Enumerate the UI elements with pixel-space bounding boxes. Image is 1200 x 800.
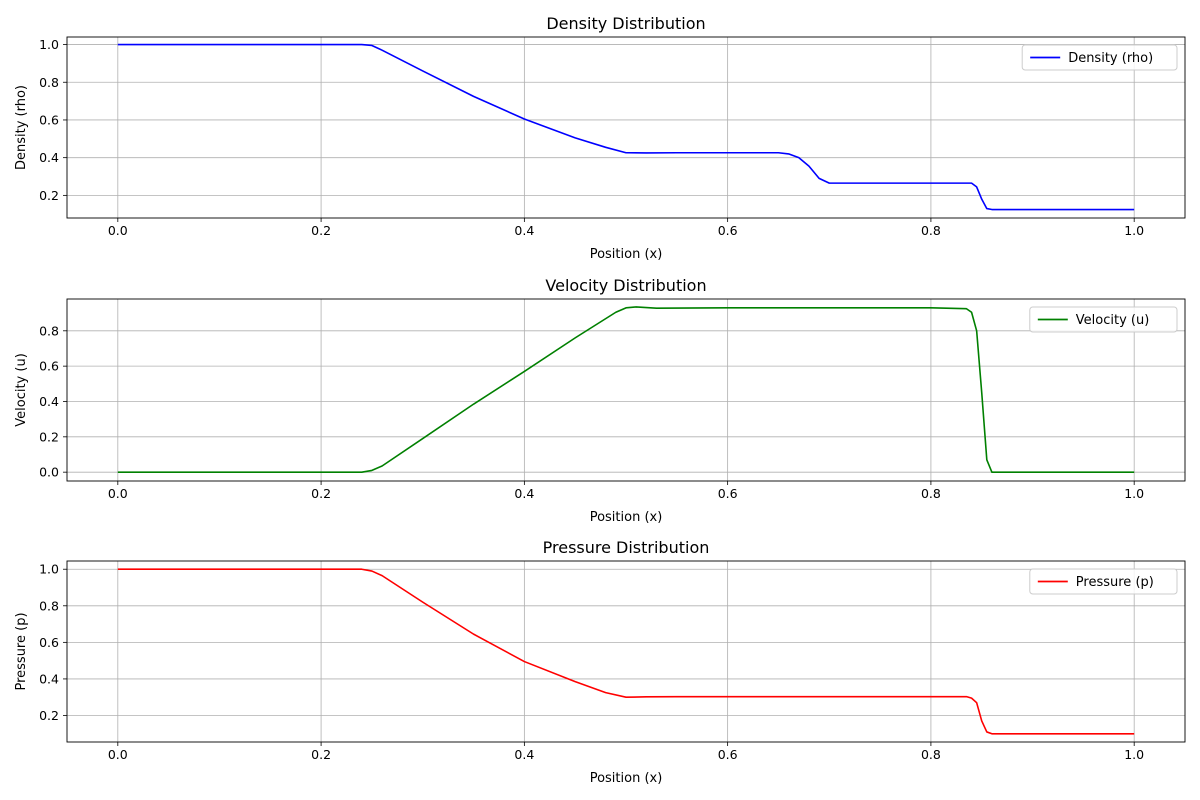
x-tick-label: 0.2	[311, 747, 331, 762]
y-tick-label: 0.2	[39, 708, 59, 723]
x-tick-label: 0.2	[311, 223, 331, 238]
y-tick-label: 0.4	[39, 150, 59, 165]
y-tick-label: 0.4	[39, 671, 59, 686]
x-axis-label: Position (x)	[590, 771, 663, 786]
y-tick-label: 0.2	[39, 188, 59, 203]
legend: Density (rho)	[1021, 44, 1178, 71]
axes-frame	[66, 298, 1186, 482]
y-tick-label: 0.8	[39, 598, 59, 613]
legend-box	[1021, 44, 1178, 71]
legend: Pressure (p)	[1029, 568, 1178, 595]
legend-label: Density (rho)	[1068, 51, 1153, 66]
axes-frame	[66, 560, 1186, 743]
x-axis-label: Position (x)	[590, 247, 663, 262]
x-tick-label: 0.8	[921, 486, 941, 501]
legend: Velocity (u)	[1029, 306, 1178, 333]
chart-title: Velocity Distribution	[545, 276, 706, 295]
subplot-3: 0.0 0.2 0.4 0.6 0.8 1.0 0.2 0.4 0.6 0.8 1.0 Pressur…	[14, 538, 1186, 786]
y-tick-label: 0.4	[39, 394, 59, 409]
x-tick-label: 0.8	[921, 223, 941, 238]
y-axis-label: Velocity (u)	[14, 353, 29, 427]
x-tick-label: 0.0	[108, 747, 128, 762]
chart-title: Density Distribution	[546, 14, 705, 33]
legend-label: Velocity (u)	[1076, 313, 1150, 328]
y-axis-label: Density (rho)	[14, 85, 29, 170]
y-tick-label: 0.6	[39, 112, 59, 127]
x-axis-label: Position (x)	[590, 510, 663, 525]
chart-title: Pressure Distribution	[543, 538, 710, 557]
x-tick-label: 1.0	[1124, 747, 1144, 762]
x-tick-label: 0.4	[514, 486, 534, 501]
series-line	[117, 43, 1135, 211]
y-tick-label: 1.0	[39, 562, 59, 577]
legend-label: Pressure (p)	[1076, 575, 1154, 590]
x-tick-label: 0.6	[718, 486, 738, 501]
y-tick-label: 0.8	[39, 323, 59, 338]
subplot-1: 0.0 0.2 0.4 0.6 0.8 1.0 0.2 0.4 0.6 0.8 1.0 Density…	[14, 14, 1186, 262]
x-tick-label: 0.4	[514, 747, 534, 762]
x-tick-label: 0.6	[718, 747, 738, 762]
x-tick-label: 0.8	[921, 747, 941, 762]
x-tick-label: 0.2	[311, 486, 331, 501]
axes-frame	[66, 36, 1186, 219]
y-tick-label: 1.0	[39, 37, 59, 52]
y-tick-label: 0.6	[39, 635, 59, 650]
x-tick-label: 0.6	[718, 223, 738, 238]
y-axis-label: Pressure (p)	[14, 612, 29, 690]
series-line	[117, 568, 1135, 735]
subplot-2: 0.0 0.2 0.4 0.6 0.8 1.0 0.0 0.2 0.4 0.6 0.8 Velocit…	[14, 276, 1186, 525]
legend-box	[1029, 306, 1178, 333]
y-tick-label: 0.2	[39, 429, 59, 444]
series-line	[117, 306, 1135, 473]
x-tick-label: 0.0	[108, 223, 128, 238]
y-tick-label: 0.0	[39, 465, 59, 480]
x-tick-label: 1.0	[1124, 223, 1144, 238]
y-tick-label: 0.8	[39, 75, 59, 90]
legend-box	[1029, 568, 1178, 595]
y-tick-label: 0.6	[39, 359, 59, 374]
x-tick-label: 1.0	[1124, 486, 1144, 501]
x-tick-label: 0.0	[108, 486, 128, 501]
x-tick-label: 0.4	[514, 223, 534, 238]
